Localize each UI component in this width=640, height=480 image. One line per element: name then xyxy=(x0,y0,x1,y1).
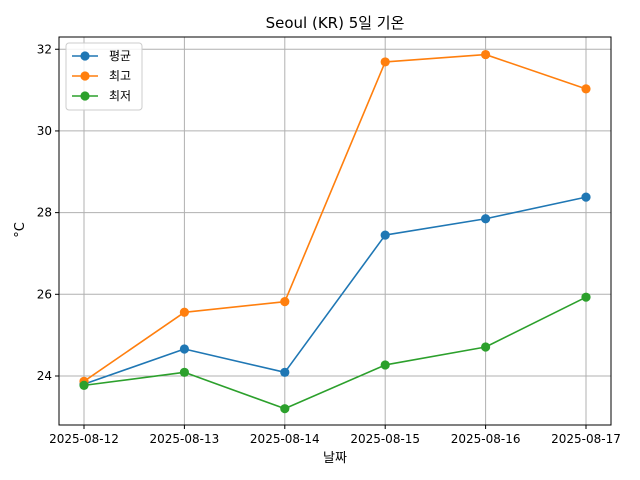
x-axis-label: 날짜 xyxy=(323,451,347,466)
x-tick-label: 2025-08-16 xyxy=(451,432,521,446)
plot-frame xyxy=(58,36,612,426)
data-point xyxy=(179,344,189,354)
data-point xyxy=(280,367,290,377)
x-axis-ticks: 2025-08-12 2025-08-13 2025-08-14 2025-08-15… xyxy=(49,425,621,446)
y-axis-label: °C xyxy=(13,222,28,238)
x-tick-label: 2025-08-15 xyxy=(350,432,420,446)
data-point xyxy=(581,84,591,94)
x-tick-label: 2025-08-13 xyxy=(150,432,220,446)
y-axis-ticks: 24 26 28 30 32 xyxy=(37,42,59,383)
legend-marker xyxy=(80,71,90,81)
x-tick-label: 2025-08-14 xyxy=(250,432,320,446)
series-line xyxy=(83,53,587,382)
grid xyxy=(59,37,611,425)
series-line xyxy=(83,196,587,385)
legend-marker xyxy=(80,51,90,61)
y-tick-label: 30 xyxy=(37,124,52,138)
series-최저 xyxy=(79,292,591,414)
legend-marker xyxy=(80,91,90,101)
series-line xyxy=(83,296,587,410)
data-point xyxy=(481,214,491,224)
series-layer xyxy=(79,49,591,414)
x-tick-label: 2025-08-12 xyxy=(49,432,119,446)
data-point xyxy=(380,360,390,370)
y-tick-label: 24 xyxy=(37,369,52,383)
data-point xyxy=(280,297,290,307)
data-point xyxy=(481,49,491,60)
y-tick-label: 28 xyxy=(37,206,52,220)
data-point xyxy=(581,192,591,202)
data-point xyxy=(581,292,591,302)
data-point xyxy=(380,57,390,67)
chart-title: Seoul (KR) 5일 기온 xyxy=(266,14,405,32)
data-point xyxy=(179,307,189,317)
y-tick-label: 26 xyxy=(37,287,52,301)
data-point xyxy=(79,380,89,390)
x-tick-label: 2025-08-17 xyxy=(551,432,621,446)
legend-label: 최고 xyxy=(109,69,131,83)
data-point xyxy=(380,230,390,240)
y-tick-label: 32 xyxy=(37,42,52,56)
data-point xyxy=(280,404,290,414)
data-point xyxy=(481,342,491,352)
data-point xyxy=(179,367,189,377)
legend-label: 최저 xyxy=(109,89,131,103)
legend-label: 평균 xyxy=(109,49,131,63)
